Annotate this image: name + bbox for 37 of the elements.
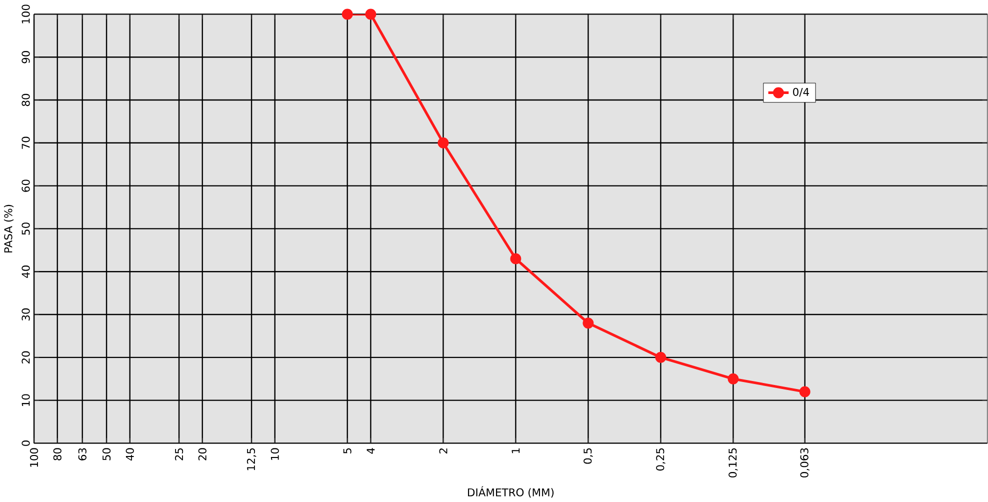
point bbox=[438, 138, 449, 149]
x-tick-label: 63 bbox=[78, 448, 86, 460]
x-tick-label: 0,063 bbox=[800, 448, 810, 478]
legend-label: 0/4 bbox=[793, 88, 809, 97]
point bbox=[365, 8, 376, 20]
y-tick-label: 20 bbox=[22, 351, 30, 364]
y-tick-label: 70 bbox=[22, 136, 30, 150]
x-tick-label: 20 bbox=[198, 448, 206, 460]
x-axis-title: DIÁMETRO (MM) bbox=[468, 486, 554, 498]
point bbox=[510, 253, 522, 264]
x-tick-label: 80 bbox=[53, 448, 62, 461]
x-tick-label: 40 bbox=[126, 448, 134, 461]
point bbox=[728, 374, 739, 385]
x-tick-label: 0,125 bbox=[728, 448, 738, 478]
y-tick-label: 10 bbox=[22, 394, 30, 406]
y-axis-title: PASA (%) bbox=[4, 205, 14, 253]
y-tick-label: 30 bbox=[22, 308, 30, 321]
x-tick-label: 5 bbox=[343, 448, 352, 454]
x-tick-label: 0,25 bbox=[656, 448, 666, 471]
y-tick-label: 50 bbox=[22, 222, 30, 235]
y-tick-label: 90 bbox=[22, 51, 30, 64]
x-tick-label: 10 bbox=[270, 448, 279, 460]
x-tick-label: 12,5 bbox=[246, 448, 256, 470]
point bbox=[655, 352, 666, 364]
y-tick-label: 40 bbox=[22, 266, 30, 278]
x-tick-label: 1 bbox=[512, 448, 520, 454]
point bbox=[799, 386, 810, 398]
y-tick-label: 0 bbox=[22, 440, 30, 446]
x-tick-label: 2 bbox=[439, 448, 448, 454]
x-tick-label: 25 bbox=[174, 448, 184, 460]
x-tick-label: 4 bbox=[366, 448, 375, 454]
y-tick-label: 100 bbox=[22, 4, 30, 24]
y-tick-label: 60 bbox=[22, 180, 30, 192]
point bbox=[582, 318, 594, 329]
x-tick-label: 0,5 bbox=[584, 448, 593, 464]
x-tick-label: 50 bbox=[102, 448, 111, 460]
y-tick-label: 80 bbox=[22, 94, 30, 106]
